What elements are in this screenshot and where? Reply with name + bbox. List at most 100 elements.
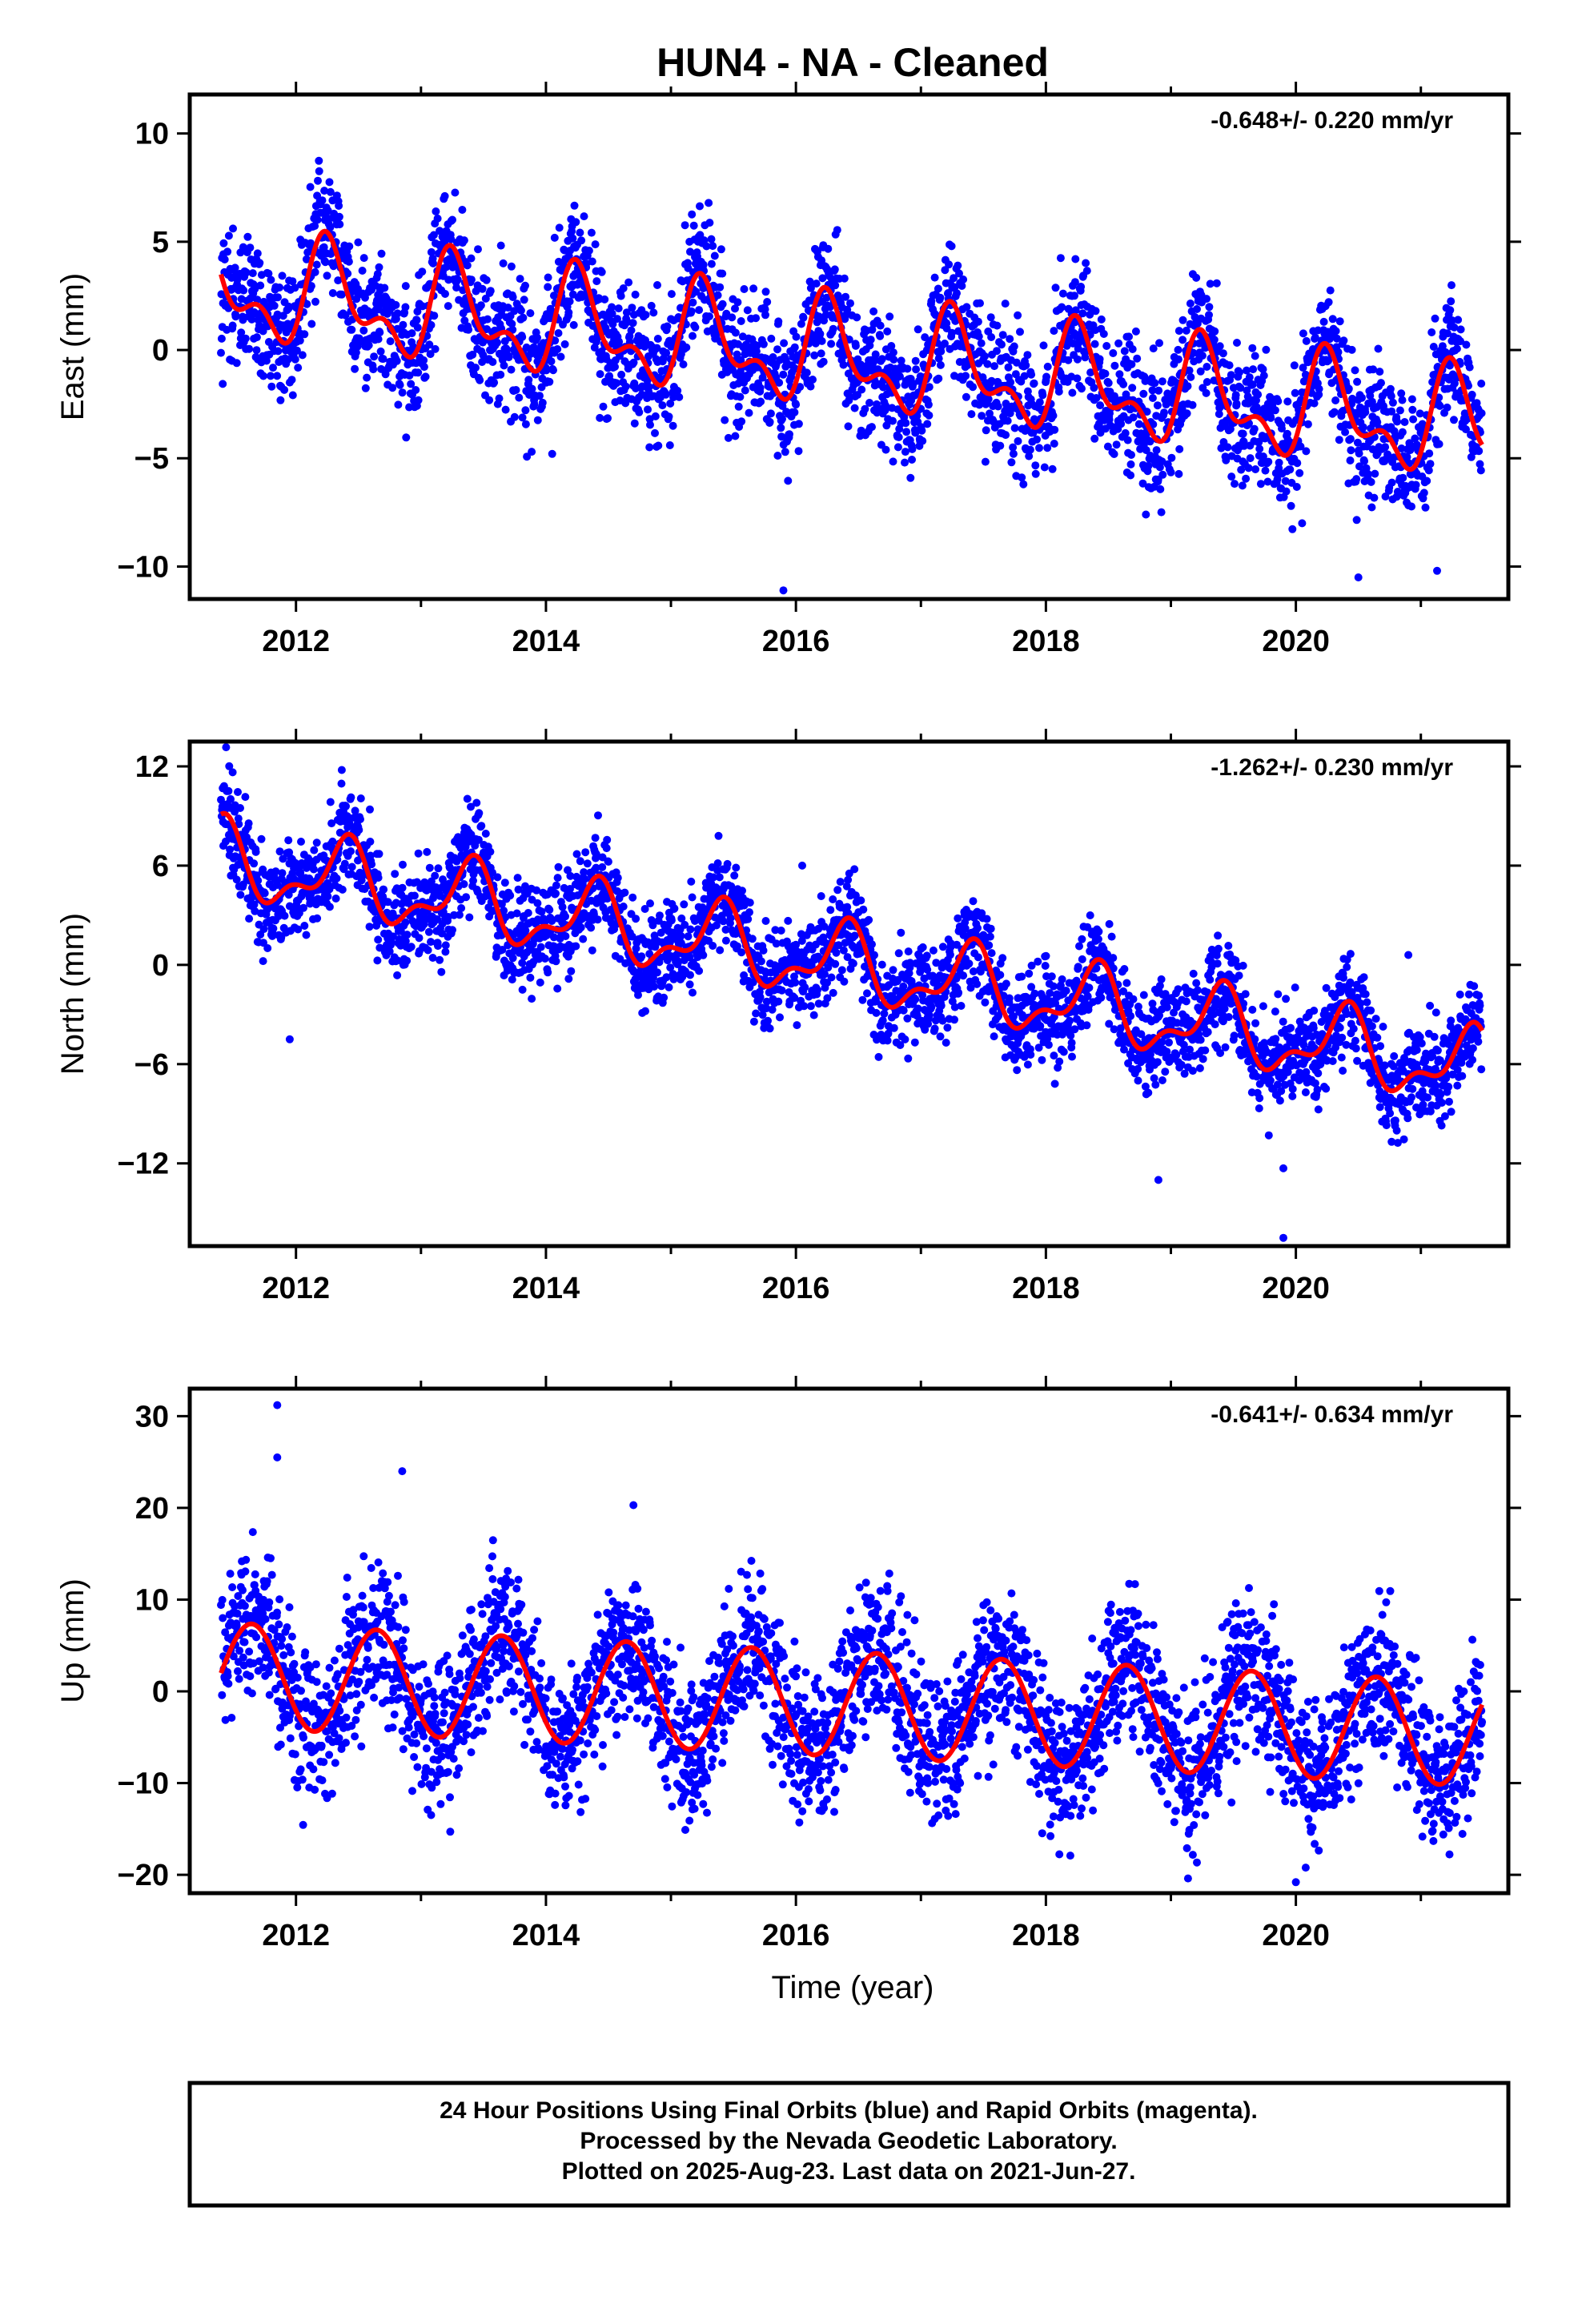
data-point <box>224 231 233 240</box>
data-point <box>1203 378 1211 386</box>
data-point <box>1125 332 1133 341</box>
data-point <box>930 273 939 282</box>
data-point <box>248 269 257 278</box>
data-point <box>1149 344 1158 353</box>
data-point <box>846 299 854 308</box>
data-point <box>558 903 567 911</box>
data-point <box>431 344 440 353</box>
data-point <box>501 405 510 414</box>
data-point <box>1152 446 1161 455</box>
data-point <box>608 320 617 328</box>
data-point <box>981 457 990 466</box>
data-point <box>516 275 524 283</box>
data-point <box>1359 423 1367 432</box>
data-point <box>1331 396 1340 404</box>
data-point <box>705 199 713 207</box>
data-point <box>1027 370 1036 379</box>
data-point <box>398 388 407 397</box>
data-point <box>1051 283 1060 292</box>
data-point <box>408 329 416 338</box>
data-point <box>401 918 410 927</box>
data-point <box>709 242 717 251</box>
data-point <box>740 285 749 293</box>
data-point <box>767 334 776 343</box>
data-point <box>414 396 423 404</box>
data-point <box>1298 519 1307 528</box>
data-point <box>745 899 754 907</box>
data-point <box>622 308 631 317</box>
data-point <box>596 413 604 422</box>
data-point <box>312 838 321 847</box>
data-point <box>1274 397 1283 405</box>
data-point <box>784 476 793 485</box>
data-point <box>857 896 865 905</box>
data-point <box>1178 316 1187 324</box>
data-point <box>340 859 349 868</box>
data-point <box>1007 458 1016 467</box>
data-point <box>868 940 876 949</box>
data-point <box>616 292 625 300</box>
data-point <box>1175 444 1184 453</box>
data-point <box>347 847 355 855</box>
data-point <box>1040 463 1049 472</box>
data-point <box>328 837 337 846</box>
data-point <box>669 421 677 430</box>
data-point <box>564 975 573 983</box>
data-point <box>1370 493 1379 502</box>
data-point <box>1054 388 1063 396</box>
data-point <box>603 835 612 844</box>
data-point <box>621 382 630 391</box>
data-point <box>488 868 496 877</box>
data-point <box>530 400 539 408</box>
data-point <box>713 859 722 867</box>
data-point <box>837 966 846 975</box>
data-point <box>464 325 473 334</box>
data-point <box>310 846 319 854</box>
data-point <box>1217 444 1226 452</box>
data-point <box>401 303 410 312</box>
data-point <box>877 355 886 364</box>
data-point <box>913 325 922 334</box>
data-point <box>441 290 449 298</box>
data-point <box>388 384 397 392</box>
data-point <box>403 956 412 965</box>
data-point <box>1346 456 1355 464</box>
data-point <box>269 924 278 933</box>
data-point <box>806 382 815 391</box>
data-point <box>998 340 1006 349</box>
data-point <box>323 271 331 280</box>
data-point <box>1369 365 1378 374</box>
data-point <box>797 320 805 328</box>
data-point <box>1002 431 1010 440</box>
data-point <box>567 967 576 975</box>
data-point <box>326 187 335 196</box>
data-point <box>681 221 689 230</box>
data-point <box>1447 297 1456 306</box>
data-point <box>692 287 701 296</box>
data-point <box>802 368 811 377</box>
data-point <box>945 260 954 269</box>
data-point <box>800 1002 809 1011</box>
data-point <box>581 848 590 857</box>
plot-frame-east <box>187 92 1511 601</box>
data-point <box>630 419 639 428</box>
data-point <box>1186 300 1195 308</box>
data-point <box>1048 464 1057 473</box>
data-point <box>695 306 704 315</box>
data-point <box>996 441 1005 450</box>
data-point <box>436 227 444 235</box>
data-point <box>425 863 434 872</box>
data-point <box>1174 355 1182 364</box>
data-point <box>773 452 782 460</box>
data-point <box>950 274 958 283</box>
data-point <box>772 939 781 948</box>
data-point <box>737 948 746 957</box>
data-point <box>665 412 673 421</box>
data-point <box>576 923 585 932</box>
data-point <box>1462 425 1470 434</box>
data-point <box>568 234 577 243</box>
data-point <box>617 370 626 379</box>
data-point <box>662 973 671 982</box>
data-point <box>1259 372 1268 380</box>
